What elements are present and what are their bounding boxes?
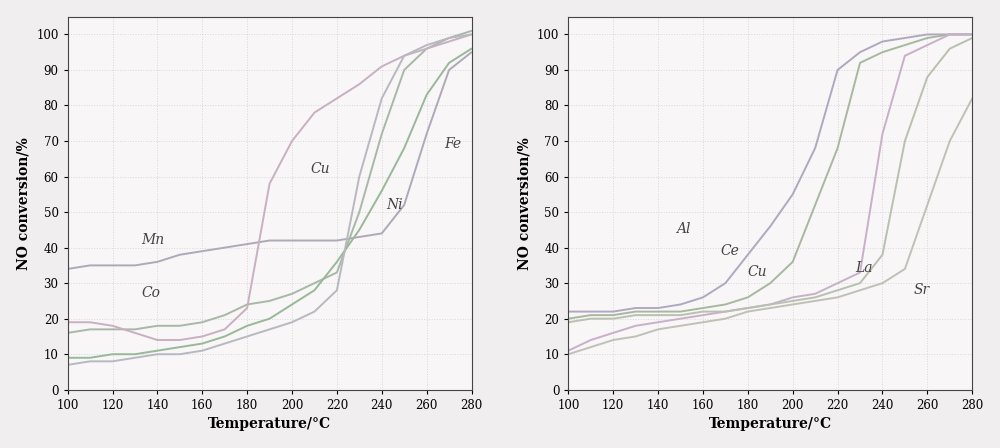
Text: Ni: Ni	[386, 198, 403, 211]
Text: Mn: Mn	[142, 233, 165, 247]
Text: Cu: Cu	[310, 162, 329, 176]
Y-axis label: NO conversion/%: NO conversion/%	[517, 137, 531, 270]
Text: La: La	[856, 262, 873, 276]
Y-axis label: NO conversion/%: NO conversion/%	[17, 137, 31, 270]
Text: Al: Al	[676, 222, 691, 237]
X-axis label: Temperature/°C: Temperature/°C	[709, 418, 832, 431]
Text: Co: Co	[142, 286, 161, 300]
Text: Ce: Ce	[721, 244, 740, 258]
X-axis label: Temperature/°C: Temperature/°C	[208, 418, 331, 431]
Text: Sr: Sr	[914, 283, 930, 297]
Text: Fe: Fe	[445, 137, 462, 151]
Text: Cu: Cu	[748, 265, 767, 279]
